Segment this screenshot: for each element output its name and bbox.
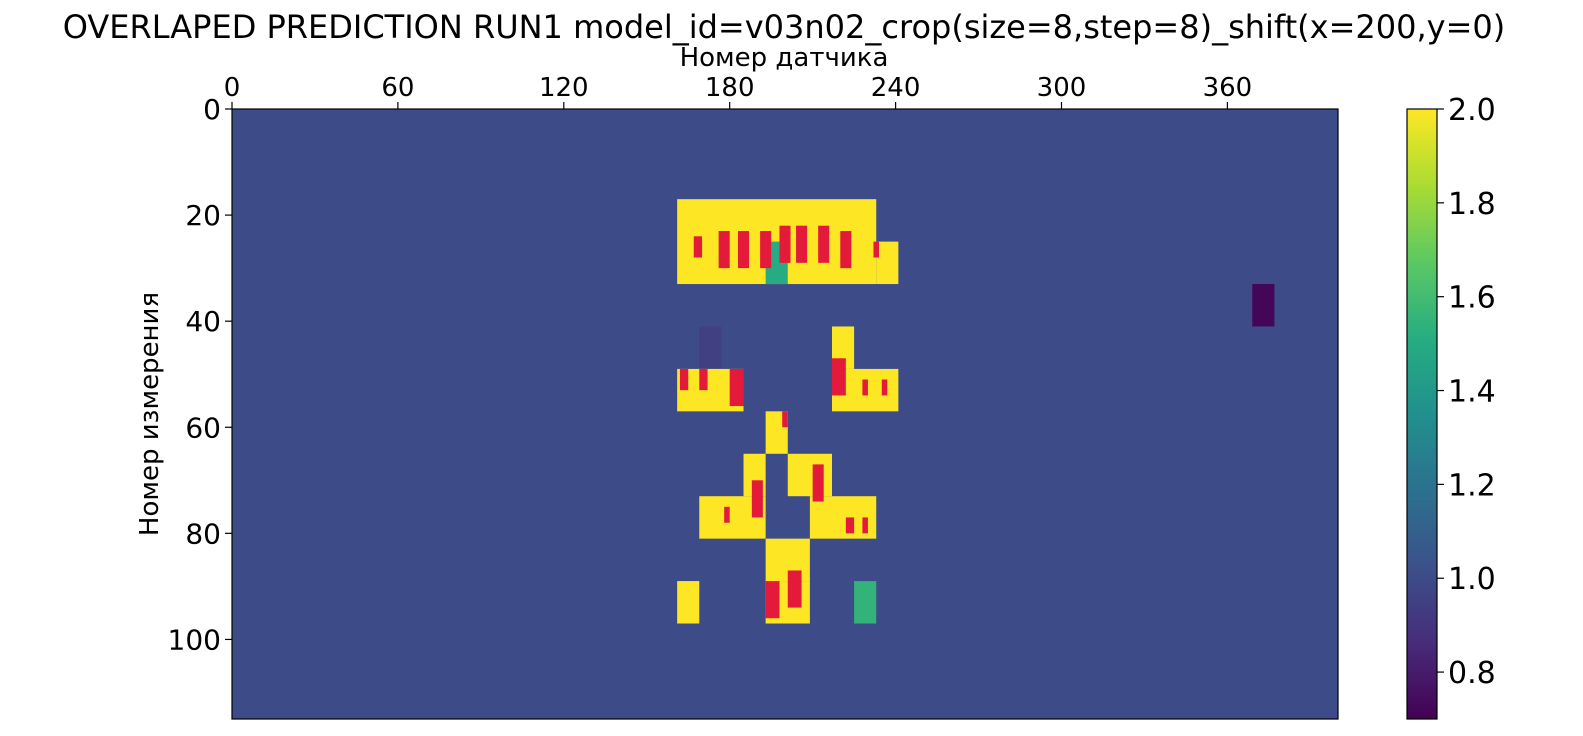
overlay-mark — [845, 517, 855, 534]
heatmap-cell — [876, 241, 899, 285]
colorbar-tick-label: 1.4 — [1448, 375, 1496, 410]
colorbar-frame — [1406, 108, 1438, 720]
chart-title: OVERLAPED PREDICTION RUN1 model_id=v03n0… — [63, 8, 1506, 46]
heatmap-cell — [787, 453, 833, 497]
y-axis-label: Номер измерения — [135, 292, 165, 536]
x-tick-label: 120 — [539, 73, 589, 103]
x-tick-label: 60 — [381, 73, 414, 103]
colorbar-tick-label: 1.0 — [1448, 562, 1496, 597]
x-axis-ticks: 0 60 120 180 240 300 360 — [224, 73, 1252, 109]
colorbar-tick-label: 1.8 — [1448, 187, 1496, 222]
y-tick-label: 80 — [185, 517, 221, 550]
y-tick-label: 40 — [185, 305, 221, 338]
overlay-mark — [699, 368, 708, 391]
overlay-mark — [737, 231, 750, 269]
x-tick-label: 240 — [871, 73, 921, 103]
heatmap-cell — [677, 581, 700, 624]
colorbar-tick-label: 1.2 — [1448, 468, 1496, 503]
plot-area — [231, 108, 1339, 720]
overlay-mark — [782, 411, 788, 428]
overlay-mark — [812, 464, 824, 502]
x-tick-label: 0 — [224, 73, 241, 103]
colorbar: 0.8 1.0 1.2 1.4 1.6 1.8 2.0 — [1406, 93, 1496, 720]
colorbar-tick-label: 0.8 — [1448, 656, 1496, 691]
overlay-mark — [751, 480, 763, 518]
colorbar-tick-label: 2.0 — [1448, 93, 1496, 128]
x-tick-label: 300 — [1037, 73, 1087, 103]
y-axis-ticks: 0 20 40 60 80 100 — [168, 93, 232, 656]
overlay-mark — [873, 241, 880, 258]
overlay-mark — [862, 379, 868, 396]
overlay-mark — [818, 225, 830, 263]
plot-frame — [231, 108, 1339, 720]
overlay-mark — [840, 231, 852, 269]
heatmap-cell — [699, 326, 722, 369]
overlay-mark — [779, 225, 791, 263]
overlay-mark — [787, 570, 802, 608]
overlay-mark — [679, 368, 689, 391]
heatmap-cell — [1252, 284, 1275, 327]
overlay-mark — [729, 368, 744, 407]
colorbar-tick-label: 1.6 — [1448, 281, 1496, 316]
overlay-mark — [862, 517, 868, 534]
overlay-mark — [693, 236, 703, 258]
overlay-mark — [832, 358, 846, 396]
y-tick-label: 0 — [203, 93, 221, 126]
overlay-mark — [765, 581, 780, 619]
overlay-mark — [718, 231, 730, 269]
overlay-mark — [760, 231, 772, 269]
x-axis-label: Номер датчика — [680, 43, 889, 73]
overlay-mark — [881, 379, 888, 396]
y-tick-label: 100 — [168, 623, 221, 656]
x-tick-label: 180 — [705, 73, 755, 103]
y-tick-label: 20 — [185, 199, 221, 232]
y-tick-label: 60 — [185, 411, 221, 444]
x-tick-label: 360 — [1203, 73, 1253, 103]
overlay-mark — [724, 506, 730, 523]
colorbar-ticks: 0.8 1.0 1.2 1.4 1.6 1.8 2.0 — [1437, 93, 1496, 691]
colorbar-gradient — [1407, 109, 1437, 719]
overlay-mark — [796, 225, 808, 263]
heatmap-cell — [854, 581, 877, 624]
overlay-marks — [679, 225, 888, 619]
